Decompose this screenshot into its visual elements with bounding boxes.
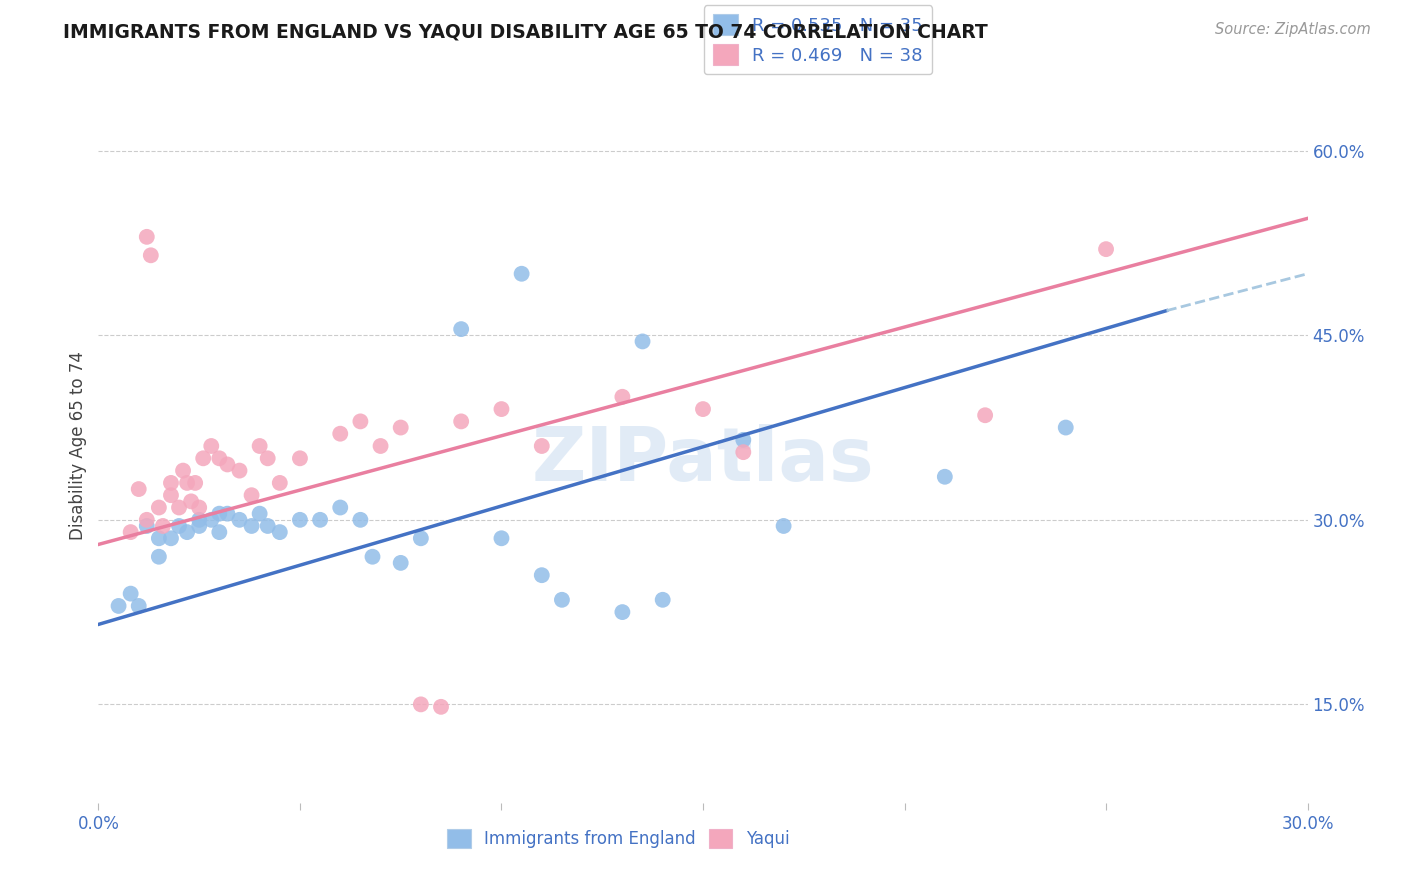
Point — [370, 439, 392, 453]
Point — [208, 525, 231, 540]
Point — [176, 475, 198, 490]
Point — [409, 698, 432, 712]
Point — [361, 549, 384, 564]
Point — [172, 464, 194, 478]
Point — [934, 469, 956, 483]
Point — [228, 464, 250, 478]
Point — [148, 500, 170, 515]
Text: Source: ZipAtlas.com: Source: ZipAtlas.com — [1215, 22, 1371, 37]
Point — [450, 322, 472, 336]
Point — [288, 451, 311, 466]
Point — [188, 519, 211, 533]
Point — [148, 549, 170, 564]
Point — [530, 568, 553, 582]
Point — [309, 513, 332, 527]
Point — [135, 519, 157, 533]
Point — [240, 519, 263, 533]
Y-axis label: Disability Age 65 to 74: Disability Age 65 to 74 — [69, 351, 87, 541]
Legend: Immigrants from England, Yaqui: Immigrants from England, Yaqui — [440, 822, 796, 855]
Point — [974, 409, 997, 423]
Point — [240, 488, 263, 502]
Point — [107, 599, 129, 613]
Point — [148, 531, 170, 545]
Point — [491, 531, 513, 545]
Point — [249, 507, 271, 521]
Point — [530, 439, 553, 453]
Point — [389, 420, 412, 434]
Point — [249, 439, 271, 453]
Point — [152, 519, 174, 533]
Point — [491, 402, 513, 417]
Point — [200, 439, 222, 453]
Point — [269, 475, 291, 490]
Point — [269, 525, 291, 540]
Point — [329, 426, 352, 441]
Point — [1095, 242, 1118, 256]
Point — [349, 414, 371, 428]
Point — [692, 402, 714, 417]
Point — [188, 513, 211, 527]
Point — [176, 525, 198, 540]
Point — [651, 592, 673, 607]
Text: IMMIGRANTS FROM ENGLAND VS YAQUI DISABILITY AGE 65 TO 74 CORRELATION CHART: IMMIGRANTS FROM ENGLAND VS YAQUI DISABIL… — [63, 22, 988, 41]
Point — [135, 230, 157, 244]
Point — [612, 390, 634, 404]
Point — [167, 500, 190, 515]
Point — [288, 513, 311, 527]
Point — [733, 445, 755, 459]
Point — [1054, 420, 1077, 434]
Point — [167, 519, 190, 533]
Point — [349, 513, 371, 527]
Point — [329, 500, 352, 515]
Point — [180, 494, 202, 508]
Point — [135, 513, 157, 527]
Text: ZIPatlas: ZIPatlas — [531, 424, 875, 497]
Point — [772, 519, 794, 533]
Point — [551, 592, 574, 607]
Point — [208, 451, 231, 466]
Point — [160, 475, 183, 490]
Point — [120, 525, 142, 540]
Point — [217, 458, 239, 472]
Point — [139, 248, 162, 262]
Point — [217, 507, 239, 521]
Point — [389, 556, 412, 570]
Point — [631, 334, 654, 349]
Point — [193, 451, 215, 466]
Point — [228, 513, 250, 527]
Point — [612, 605, 634, 619]
Point — [184, 475, 207, 490]
Point — [430, 699, 453, 714]
Point — [200, 513, 222, 527]
Point — [208, 507, 231, 521]
Point — [128, 482, 150, 496]
Point — [128, 599, 150, 613]
Point — [160, 531, 183, 545]
Point — [256, 451, 278, 466]
Point — [120, 587, 142, 601]
Point — [450, 414, 472, 428]
Point — [733, 433, 755, 447]
Point — [160, 488, 183, 502]
Point — [188, 500, 211, 515]
Point — [409, 531, 432, 545]
Point — [510, 267, 533, 281]
Point — [256, 519, 278, 533]
